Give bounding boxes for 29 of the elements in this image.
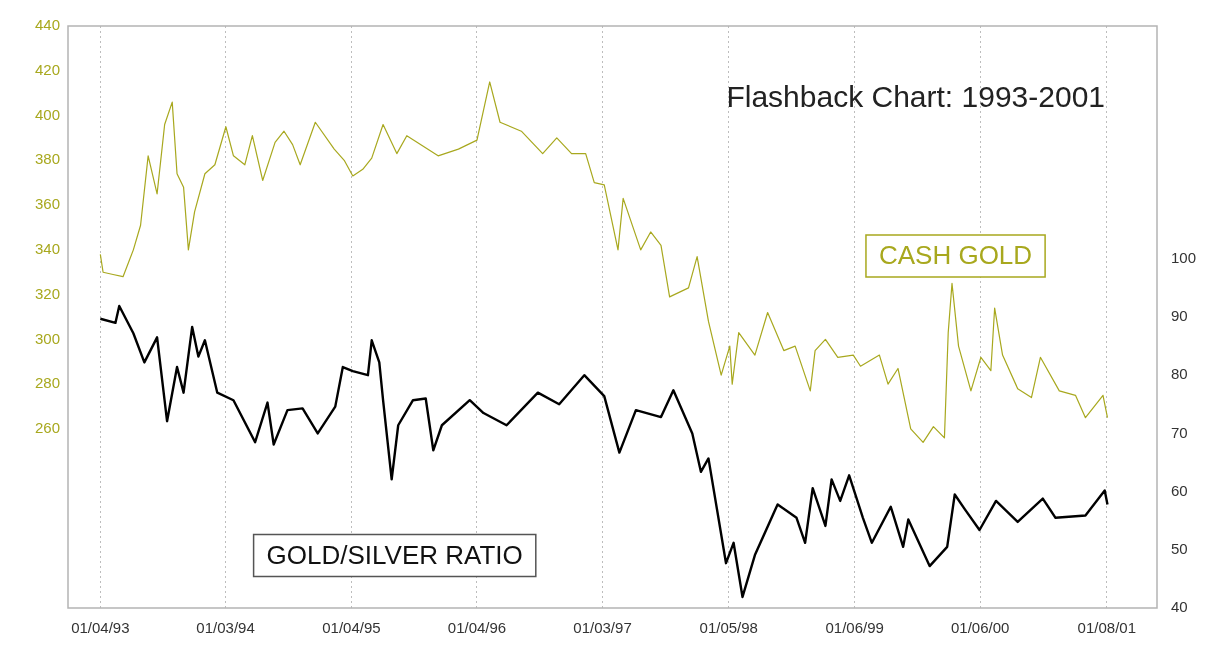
x-tick-label: 01/04/93 — [71, 619, 130, 637]
series-label: CASH GOLD — [878, 240, 1033, 271]
text: GOLD/SILVER RATIO — [266, 539, 523, 570]
x-tick-label: 01/06/99 — [825, 619, 884, 637]
y-tick-label: 260 — [34, 419, 60, 437]
x-tick-label: 01/04/95 — [322, 619, 381, 637]
y2-tick-label: 80 — [1171, 365, 1188, 383]
y2-tick-label: 60 — [1171, 481, 1188, 499]
y-tick-label: 320 — [34, 284, 60, 302]
x-tick-label: 01/03/97 — [573, 619, 632, 637]
y2-tick-label: 40 — [1171, 598, 1188, 616]
text: Flashback Chart: 1993-2001 — [726, 80, 1105, 114]
x-tick-label: 01/08/01 — [1077, 619, 1136, 637]
y2-tick-label: 50 — [1171, 539, 1188, 557]
x-tick-label: 01/06/00 — [951, 619, 1010, 637]
y-tick-label: 360 — [34, 195, 60, 213]
y-tick-label: 340 — [34, 239, 60, 257]
y2-tick-label: 70 — [1171, 423, 1188, 441]
y-tick-label: 440 — [34, 16, 60, 34]
y-tick-label: 400 — [34, 105, 60, 123]
y-tick-label: 380 — [34, 150, 60, 168]
x-tick-label: 01/03/94 — [196, 619, 255, 637]
x-tick-label: 01/04/96 — [447, 619, 507, 637]
y2-tick-label: 100 — [1171, 248, 1197, 266]
y-tick-label: 300 — [34, 329, 60, 347]
y-tick-label: 280 — [34, 374, 60, 392]
x-tick-label: 01/05/98 — [699, 619, 758, 637]
y2-tick-label: 90 — [1171, 307, 1188, 325]
y-tick-label: 420 — [34, 60, 60, 78]
